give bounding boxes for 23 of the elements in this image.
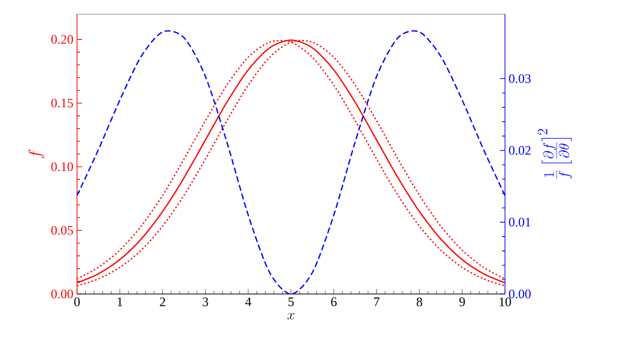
y-tick-label: 0.10 xyxy=(51,162,73,172)
x-tick-label: 7 xyxy=(374,298,380,306)
y-tick-label: 0.20 xyxy=(51,35,73,44)
y2-tick-label: 0.03 xyxy=(509,74,531,84)
x-tick-label: 6 xyxy=(331,298,337,306)
y2-axis-title: $\frac{1}{f}\left[\frac{\partial f}{\partial \theta}\right]^2$ xyxy=(538,128,572,180)
x-tick-label: 8 xyxy=(416,298,422,306)
y-tick-label: 0.15 xyxy=(51,98,73,108)
x-tick-label: 5 xyxy=(288,298,294,306)
y2-tick-label: 0.02 xyxy=(509,146,530,155)
x-tick-label: 3 xyxy=(202,298,208,306)
y2-tick-label: 0.01 xyxy=(509,218,530,227)
x-tick-label: 9 xyxy=(459,298,465,306)
y2-tick-label: 0.00 xyxy=(509,290,531,298)
x-tick-label: 0 xyxy=(74,298,80,306)
y-axis-title: $f$ xyxy=(28,150,44,158)
x-tick-label: 2 xyxy=(160,298,166,306)
x-tick-label: 4 xyxy=(245,298,252,306)
y-tick-label: 0.00 xyxy=(51,290,73,298)
y-tick-label: 0.05 xyxy=(51,226,73,235)
x-tick-label: 1 xyxy=(118,298,122,306)
x-tick-label: 10 xyxy=(500,298,511,306)
x-axis-title: $x$ xyxy=(287,312,294,320)
